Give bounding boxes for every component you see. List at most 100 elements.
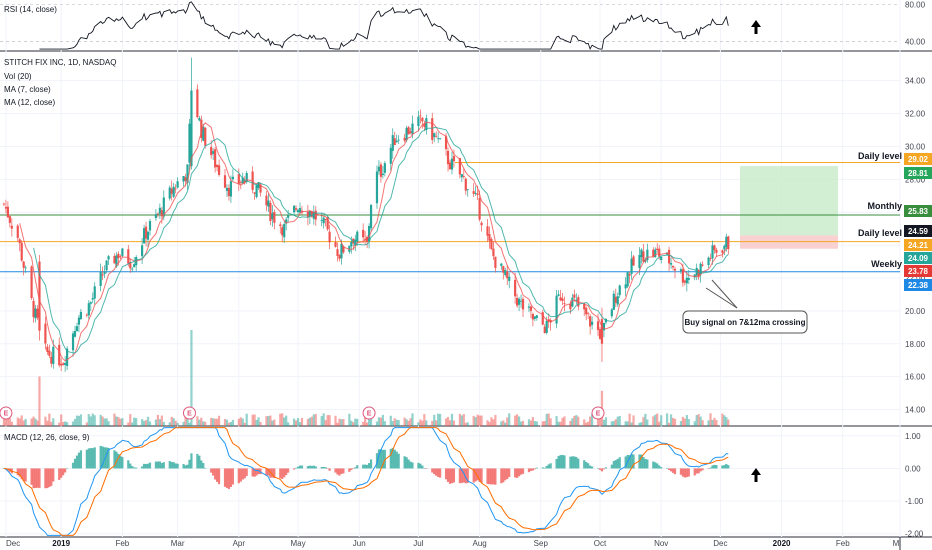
earnings-marker-label: E xyxy=(367,411,372,418)
candle-body xyxy=(257,182,260,188)
volume-bar xyxy=(543,421,546,426)
volume-bar xyxy=(439,413,442,426)
volume-bar xyxy=(630,422,633,426)
macd-histogram-bar xyxy=(340,468,343,474)
volume-bar xyxy=(105,418,108,426)
date-label: Jun xyxy=(353,539,366,548)
candle-body xyxy=(32,300,35,318)
volume-bar xyxy=(182,421,185,426)
candle-body xyxy=(640,249,643,258)
ma12-title[interactable]: MA (12, close) xyxy=(4,98,55,107)
volume-bar xyxy=(531,417,534,426)
candle-body xyxy=(583,303,586,310)
price-axis-label: 16.00 xyxy=(905,373,926,382)
volume-bar xyxy=(174,420,177,426)
candle-body xyxy=(504,270,507,275)
volume-bar xyxy=(379,417,383,426)
candle-body xyxy=(642,251,645,262)
candle-body xyxy=(476,193,479,196)
macd-histogram-bar xyxy=(405,457,408,469)
macd-histogram-bar xyxy=(64,468,67,473)
candle-body xyxy=(216,164,219,168)
candle-body xyxy=(22,261,25,268)
macd-histogram-bar xyxy=(115,451,118,469)
candle-body xyxy=(573,294,576,298)
candle-body xyxy=(502,266,505,273)
earnings-marker-label: E xyxy=(187,411,192,418)
volume-bar xyxy=(204,421,207,426)
volume-bar xyxy=(160,415,163,426)
volume-bar xyxy=(243,422,246,426)
volume-bar xyxy=(217,415,221,426)
volume-bar xyxy=(287,422,290,426)
earnings-marker[interactable] xyxy=(362,406,376,420)
earnings-marker[interactable] xyxy=(182,406,196,420)
macd-histogram-bar xyxy=(89,448,92,469)
candle-body xyxy=(437,138,440,140)
macd-histogram-bar xyxy=(190,453,193,469)
volume-bar xyxy=(433,414,436,426)
volume-bar xyxy=(154,419,158,426)
volume-bar xyxy=(50,421,53,426)
candle-body xyxy=(148,221,152,231)
volume-bar xyxy=(18,418,21,426)
macd-histogram-bar xyxy=(600,468,604,472)
volume-bar xyxy=(486,420,489,426)
volume-bar xyxy=(458,413,461,426)
macd-histogram-bar xyxy=(604,467,608,469)
macd-histogram-bar xyxy=(212,468,215,476)
volume-bar xyxy=(474,417,477,426)
volume-bar xyxy=(271,420,274,426)
candle-body xyxy=(62,363,65,366)
earnings-marker[interactable] xyxy=(591,406,605,420)
symbol-title[interactable]: STITCH FIX INC, 1D, NASDAQ xyxy=(4,58,116,67)
candle-body xyxy=(146,231,150,240)
candle-body xyxy=(600,319,604,344)
callout-box[interactable] xyxy=(682,310,808,334)
candle-body xyxy=(683,280,686,283)
candle-body xyxy=(527,306,531,308)
volume-bar xyxy=(198,419,201,426)
volume-bar xyxy=(324,420,327,426)
rsi-title[interactable]: RSI (14, close) xyxy=(4,5,57,14)
candle-body xyxy=(342,246,345,253)
candle-body xyxy=(407,127,410,135)
earnings-marker[interactable] xyxy=(0,406,13,420)
macd-histogram-bar xyxy=(395,451,398,469)
macd-histogram-bar xyxy=(697,468,700,474)
volume-bar xyxy=(624,421,627,426)
volume-bar xyxy=(308,417,311,426)
macd-histogram-bar xyxy=(587,463,590,469)
macd-histogram-bar xyxy=(352,468,355,469)
macd-histogram-bar xyxy=(624,456,627,469)
candle-body xyxy=(91,297,94,300)
volume-bar xyxy=(107,421,110,426)
candle-body xyxy=(369,205,373,229)
macd-histogram-bar xyxy=(184,465,187,469)
volume-bar xyxy=(545,413,548,426)
price-axis-label: 18.00 xyxy=(905,340,926,349)
volume-bar xyxy=(356,418,359,426)
volume-bar xyxy=(423,414,426,426)
candle-body xyxy=(298,208,302,213)
candle-body xyxy=(48,350,51,356)
ma7-title[interactable]: MA (7, close) xyxy=(4,85,51,94)
volume-bar xyxy=(573,415,576,426)
vol-title[interactable]: Vol (20) xyxy=(4,72,32,81)
macd-histogram-bar xyxy=(156,461,159,469)
candle-body xyxy=(239,181,242,183)
macd-histogram-bar xyxy=(462,468,465,483)
macd-histogram-bar xyxy=(409,461,412,469)
candle-body xyxy=(142,228,146,244)
candle-body xyxy=(310,211,313,217)
macd-histogram-bar xyxy=(24,468,27,482)
macd-histogram-bar xyxy=(229,468,233,488)
volume-bar xyxy=(375,421,379,426)
macd-histogram-bar xyxy=(223,468,227,487)
rsi-axis-label: 40.00 xyxy=(905,38,926,47)
macd-title[interactable]: MACD (12, 26, close, 9) xyxy=(4,433,90,442)
macd-histogram-bar xyxy=(271,468,274,478)
candle-body xyxy=(79,311,83,320)
